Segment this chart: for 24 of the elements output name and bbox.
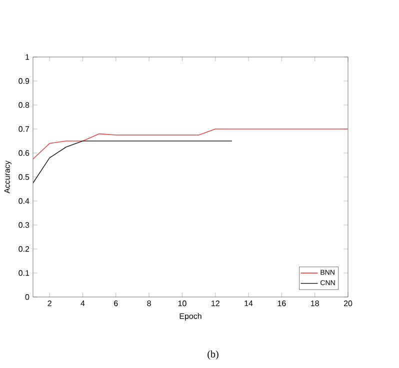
y-tick-label: 1 <box>26 54 30 60</box>
x-tick-label: 14 <box>244 300 253 306</box>
x-axis-title: Epoch <box>180 313 202 321</box>
x-tick-label: 20 <box>344 300 352 306</box>
y-tick-label: 0.4 <box>18 198 30 204</box>
x-tick-label: 12 <box>212 300 220 306</box>
x-tick-label: 8 <box>147 300 151 306</box>
x-tick-label: 10 <box>178 300 186 306</box>
y-tick-label: 0.8 <box>18 102 30 108</box>
y-tick-label: 0.3 <box>18 222 30 228</box>
y-tick-label: 0 <box>25 294 30 300</box>
x-tick-label: 6 <box>114 300 118 306</box>
x-tick-label: 2 <box>48 300 52 306</box>
x-tick-label: 18 <box>311 300 319 306</box>
text: (b) <box>208 350 218 360</box>
y-axis-title: Accuracy <box>4 160 12 194</box>
y-tick-label: 0.1 <box>18 270 30 276</box>
y-tick-label: 0.2 <box>18 246 30 252</box>
x-tick-label: 4 <box>80 300 85 306</box>
y-tick-label: 0.5 <box>18 174 30 180</box>
x-tick-label: 16 <box>278 300 286 306</box>
y-tick-label: 0.7 <box>18 126 30 132</box>
y-tick-label: 0.9 <box>18 78 30 84</box>
y-tick-label: 0.6 <box>18 150 30 156</box>
